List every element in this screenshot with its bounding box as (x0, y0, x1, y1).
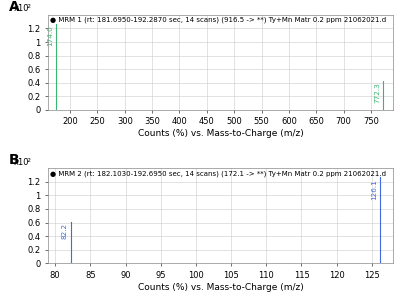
Text: 2: 2 (26, 158, 30, 163)
Text: 772.3: 772.3 (375, 82, 381, 103)
Text: 2: 2 (26, 4, 30, 9)
X-axis label: Counts (%) vs. Mass-to-Charge (m/z): Counts (%) vs. Mass-to-Charge (m/z) (138, 129, 304, 138)
Text: x10: x10 (14, 4, 29, 13)
Text: 174.0: 174.0 (47, 25, 53, 46)
Text: 82.2: 82.2 (62, 223, 68, 239)
Text: A: A (8, 0, 19, 14)
X-axis label: Counts (%) vs. Mass-to-Charge (m/z): Counts (%) vs. Mass-to-Charge (m/z) (138, 283, 304, 292)
Text: ● MRM 1 (rt: 181.6950-192.2870 sec, 14 scans) (916.5 -> **) Ty+Mn Matr 0.2 ppm 2: ● MRM 1 (rt: 181.6950-192.2870 sec, 14 s… (50, 17, 386, 23)
Text: x10: x10 (14, 158, 29, 167)
Text: ● MRM 2 (rt: 182.1030-192.6950 sec, 14 scans) (172.1 -> **) Ty+Mn Matr 0.2 ppm 2: ● MRM 2 (rt: 182.1030-192.6950 sec, 14 s… (50, 170, 386, 177)
Text: B: B (8, 153, 19, 167)
Text: 126.1: 126.1 (371, 179, 377, 200)
